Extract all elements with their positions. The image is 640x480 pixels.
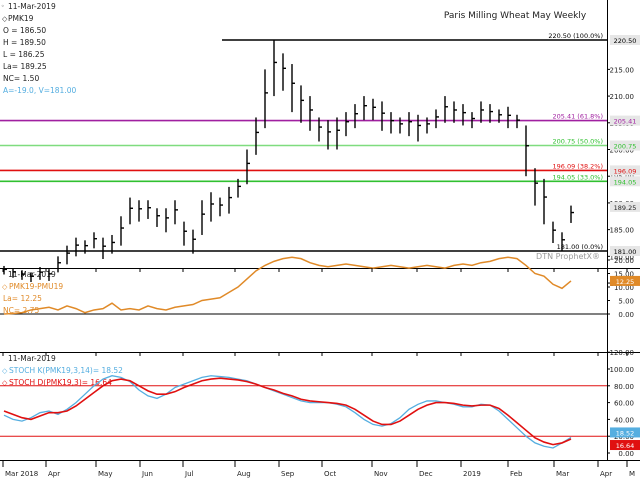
fib-tag: 194.05 bbox=[614, 178, 637, 186]
x-tick-label: Nov bbox=[374, 470, 388, 478]
x-tick-label: Mar 2018 bbox=[5, 470, 38, 478]
x-tick-label: Apr bbox=[48, 470, 60, 478]
spread-last: La= 12.25 bbox=[3, 294, 42, 303]
stoch-tick-label: 0.00 bbox=[618, 450, 634, 458]
x-tick-label: Jun bbox=[141, 470, 153, 478]
stoch-tick-label: 100.00 bbox=[610, 366, 635, 374]
stoch-tick-label: 120.00 bbox=[610, 349, 635, 357]
x-tick-label: 2019 bbox=[463, 470, 481, 478]
fib-levels: 220.50 (100.0%) 220.50 205.41 (61.8%) 205.4… bbox=[0, 32, 640, 256]
fib-tag: 220.50 bbox=[614, 37, 637, 45]
header-date: 11-Mar-2019 bbox=[8, 2, 56, 11]
stoch-date: 11-Mar-2019 bbox=[8, 354, 56, 363]
spread-tick-label: 15.00 bbox=[614, 271, 634, 279]
fib-label: 196.09 (38.2%) bbox=[552, 162, 603, 170]
fib-label: 200.75 (50.0%) bbox=[552, 138, 603, 146]
spread-last-tag-bg bbox=[610, 275, 640, 286]
spread-panel: 20.00 15.00 10.00 5.00 0.00 12.25 bbox=[0, 256, 640, 319]
header-open: O = 186.50 bbox=[3, 26, 46, 35]
header-netchange: NC= 1.50 bbox=[3, 74, 39, 83]
panel-frames bbox=[0, 0, 640, 461]
x-tick-label: Apr bbox=[600, 470, 612, 478]
last-price-tag: 189.25 bbox=[614, 204, 637, 212]
header-cursor: A=-19.0, V=181.00 bbox=[3, 86, 76, 95]
spread-tick-label: 10.00 bbox=[614, 284, 634, 292]
spread-header: 11-Mar-2019 ◇ PMK19-PMU19 La= 12.25 NC= … bbox=[2, 270, 63, 315]
spread-nc: NC= 2.75 bbox=[3, 306, 39, 315]
fib-tag: 181.00 bbox=[614, 248, 637, 256]
price-tick-label: 215.00 bbox=[610, 66, 635, 74]
price-header: 11-Mar-2019 PMK19 O = 186.50 H = 189.50 … bbox=[3, 2, 76, 95]
fib-label: 181.00 (0.0%) bbox=[557, 243, 603, 251]
fib-tag-bg bbox=[610, 246, 640, 256]
stoch-d-diamond-icon: ◇ bbox=[2, 379, 8, 387]
spread-diamond-icon: ◇ bbox=[2, 283, 8, 291]
x-tick-label: Mar bbox=[556, 470, 569, 478]
fib-tag-bg bbox=[610, 35, 640, 45]
fib-label: 194.05 (33.0%) bbox=[552, 173, 603, 181]
fib-label: 220.50 (100.0%) bbox=[548, 32, 603, 40]
spread-date: 11-Mar-2019 bbox=[8, 270, 56, 279]
fib-tag-bg bbox=[610, 176, 640, 187]
fib-tag-bg bbox=[610, 165, 640, 176]
diamond-icon: ◇ bbox=[2, 15, 8, 23]
stoch-k-label: STOCH K(PMK19,3,14)= 18.52 bbox=[9, 366, 123, 375]
chart-title: Paris Milling Wheat May Weekly bbox=[444, 11, 587, 21]
stoch-k-tag-bg bbox=[610, 427, 640, 438]
last-price-tag-bg bbox=[610, 201, 640, 212]
header-high: H = 189.50 bbox=[3, 38, 46, 47]
x-tick-label: Sep bbox=[281, 470, 295, 478]
fib-tag-bg bbox=[610, 140, 640, 151]
stoch-d-tag-bg bbox=[610, 440, 640, 451]
spread-name: PMK19-PMU19 bbox=[9, 282, 63, 291]
stoch-tick-label: 40.00 bbox=[614, 416, 634, 424]
stoch-panel: 120.00100.0080.0060.0040.0020.000.0018.5… bbox=[0, 349, 640, 458]
stoch-d-label: STOCH D(PMK19,3)= 16.64 bbox=[9, 378, 112, 387]
stoch-tick-label: 80.00 bbox=[614, 383, 634, 391]
spread-tick-label: 5.00 bbox=[618, 298, 634, 306]
spread-line bbox=[3, 256, 572, 315]
stoch-k-diamond-icon: ◇ bbox=[2, 367, 8, 375]
watermark: DTN ProphetX® bbox=[536, 252, 600, 261]
x-tick-label: M bbox=[629, 470, 635, 478]
header-low: L = 186.25 bbox=[3, 50, 45, 59]
x-tick-label: May bbox=[98, 470, 112, 478]
price-tick-label: 180.00 bbox=[610, 253, 635, 261]
stoch-d-tag: 16.64 bbox=[616, 442, 635, 450]
x-axis: Mar 2018 Apr May Jun Jul Aug Sep Oct Nov Dec 2019 F… bbox=[2, 268, 635, 478]
price-tick-label: 210.00 bbox=[610, 93, 635, 101]
stoch-header: 11-Mar-2019 ◇ STOCH K(PMK19,3,14)= 18.52… bbox=[2, 354, 123, 387]
spread-last-tag: 12.25 bbox=[616, 278, 635, 286]
price-tick-label: 185.00 bbox=[610, 227, 635, 235]
stoch-d-line bbox=[3, 377, 572, 446]
x-tick-label: Oct bbox=[324, 470, 336, 478]
spread-tick-label: 20.00 bbox=[614, 257, 634, 265]
stoch-k-tag: 18.52 bbox=[616, 429, 635, 437]
price-tick-label: 200.00 bbox=[610, 147, 635, 155]
header-last: La= 189.25 bbox=[3, 62, 47, 71]
x-tick-label: Feb bbox=[510, 470, 523, 478]
fib-tag: 200.75 bbox=[614, 143, 637, 151]
fib-label: 205.41 (61.8%) bbox=[552, 113, 603, 121]
fib-tag: 196.09 bbox=[614, 167, 637, 175]
header-marker-icon: ◦ bbox=[1, 3, 5, 10]
spread-tick-label: 0.00 bbox=[618, 311, 634, 319]
stoch-tick-label: 60.00 bbox=[614, 400, 634, 408]
x-tick-label: Aug bbox=[237, 470, 251, 478]
header-symbol: PMK19 bbox=[8, 14, 34, 23]
x-tick-label: Jul bbox=[184, 470, 194, 478]
fib-tag-bg bbox=[610, 115, 640, 126]
fib-tag: 205.41 bbox=[614, 118, 637, 126]
x-tick-label: Dec bbox=[419, 470, 433, 478]
price-bars bbox=[3, 40, 574, 282]
